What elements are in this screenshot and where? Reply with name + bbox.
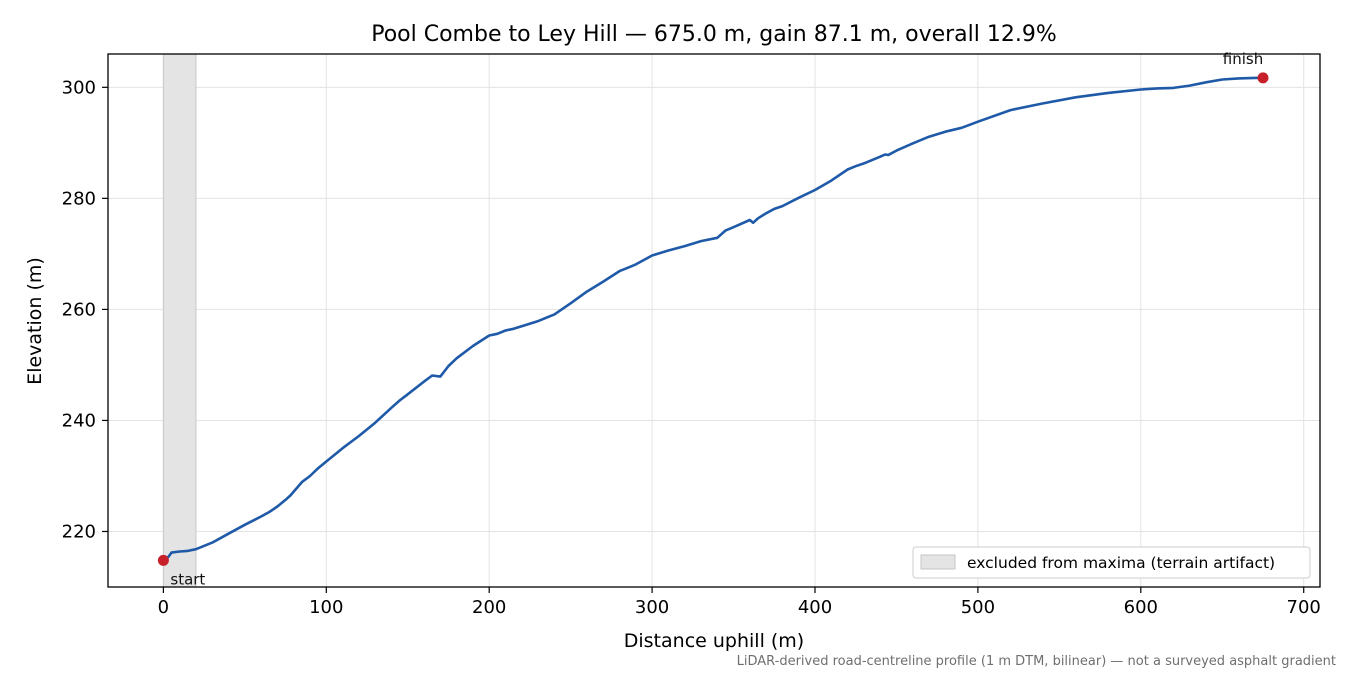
plot-area: [108, 54, 1320, 587]
excluded-span-rect: [162, 53, 197, 588]
axes-spine: [107, 53, 1321, 588]
x-tick-label: 600: [1124, 597, 1158, 618]
marker-label-finish: finish: [1223, 50, 1263, 68]
y-tick-label: 260: [62, 299, 96, 320]
axes-frame: [107, 53, 1321, 588]
marker-start: [157, 554, 169, 566]
x-tick-label: 0: [158, 597, 169, 618]
y-tick-label: 280: [62, 188, 96, 209]
x-tick-label: 500: [961, 597, 995, 618]
y-axis-ticks: 220 240 260 280 300: [62, 77, 108, 542]
x-tick-label: 300: [635, 597, 669, 618]
marker-label-start: start: [170, 570, 205, 588]
legend-entry-label: excluded from maxima (terrain artifact): [967, 554, 1275, 572]
y-axis-label: Elevation (m): [24, 257, 46, 385]
excluded-span-band: [162, 53, 197, 588]
legend: excluded from maxima (terrain artifact): [912, 546, 1311, 579]
legend-box: [912, 546, 1311, 579]
x-axis-label: Distance uphill (m): [624, 630, 804, 652]
elevation-line-series: [162, 76, 1265, 562]
elevation-line: [162, 76, 1265, 562]
x-tick-label: 400: [798, 597, 832, 618]
chart-title: Pool Combe to Ley Hill — 675.0 m, gain 8…: [371, 22, 1057, 47]
legend-swatch: [920, 554, 956, 570]
grid-lines: [108, 54, 1320, 587]
x-tick-label: 700: [1287, 597, 1321, 618]
y-tick-label: 240: [62, 410, 96, 431]
marker-finish: [1257, 72, 1269, 84]
y-tick-label: 220: [62, 521, 96, 542]
footnote: LiDAR-derived road-centreline profile (1…: [737, 654, 1336, 669]
x-axis-ticks: 0 100 200 300 400 500 600 700: [158, 587, 1321, 618]
x-tick-label: 100: [309, 597, 343, 618]
x-tick-label: 200: [472, 597, 506, 618]
y-tick-label: 300: [62, 77, 96, 98]
plot-background: [108, 54, 1320, 587]
